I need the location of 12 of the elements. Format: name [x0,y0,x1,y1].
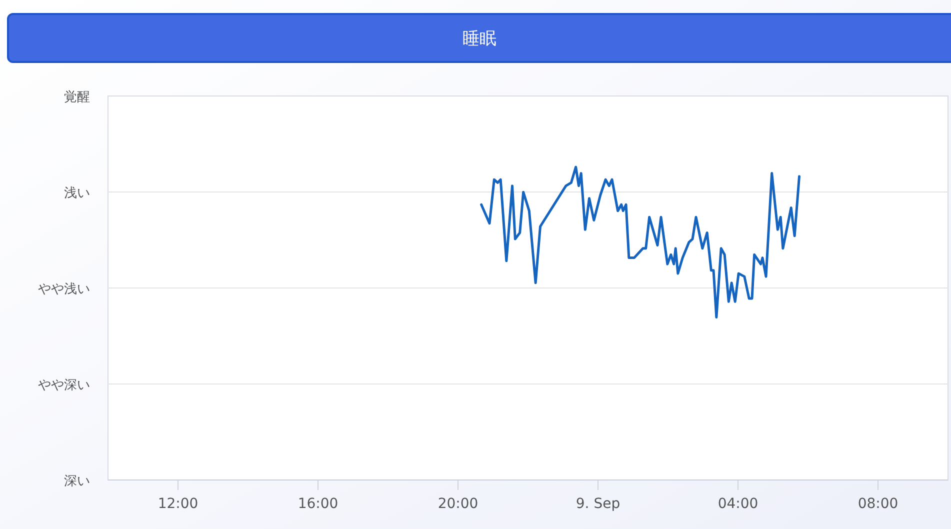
x-tick-label: 16:00 [298,496,338,512]
title: 睡眠 [462,29,496,49]
x-tick-label: 20:00 [438,496,478,512]
text: 深い [64,474,90,489]
x-tick-label: 08:00 [858,496,898,512]
x-tick-label: 9. Sep [576,496,620,512]
text: 覚醒 [64,90,90,105]
text: 浅い [64,186,90,201]
text: やや深い [38,378,90,393]
x-tick-label: 04:00 [718,496,758,512]
x-tick-label: 12:00 [158,496,198,512]
text: やや浅い [38,282,90,297]
